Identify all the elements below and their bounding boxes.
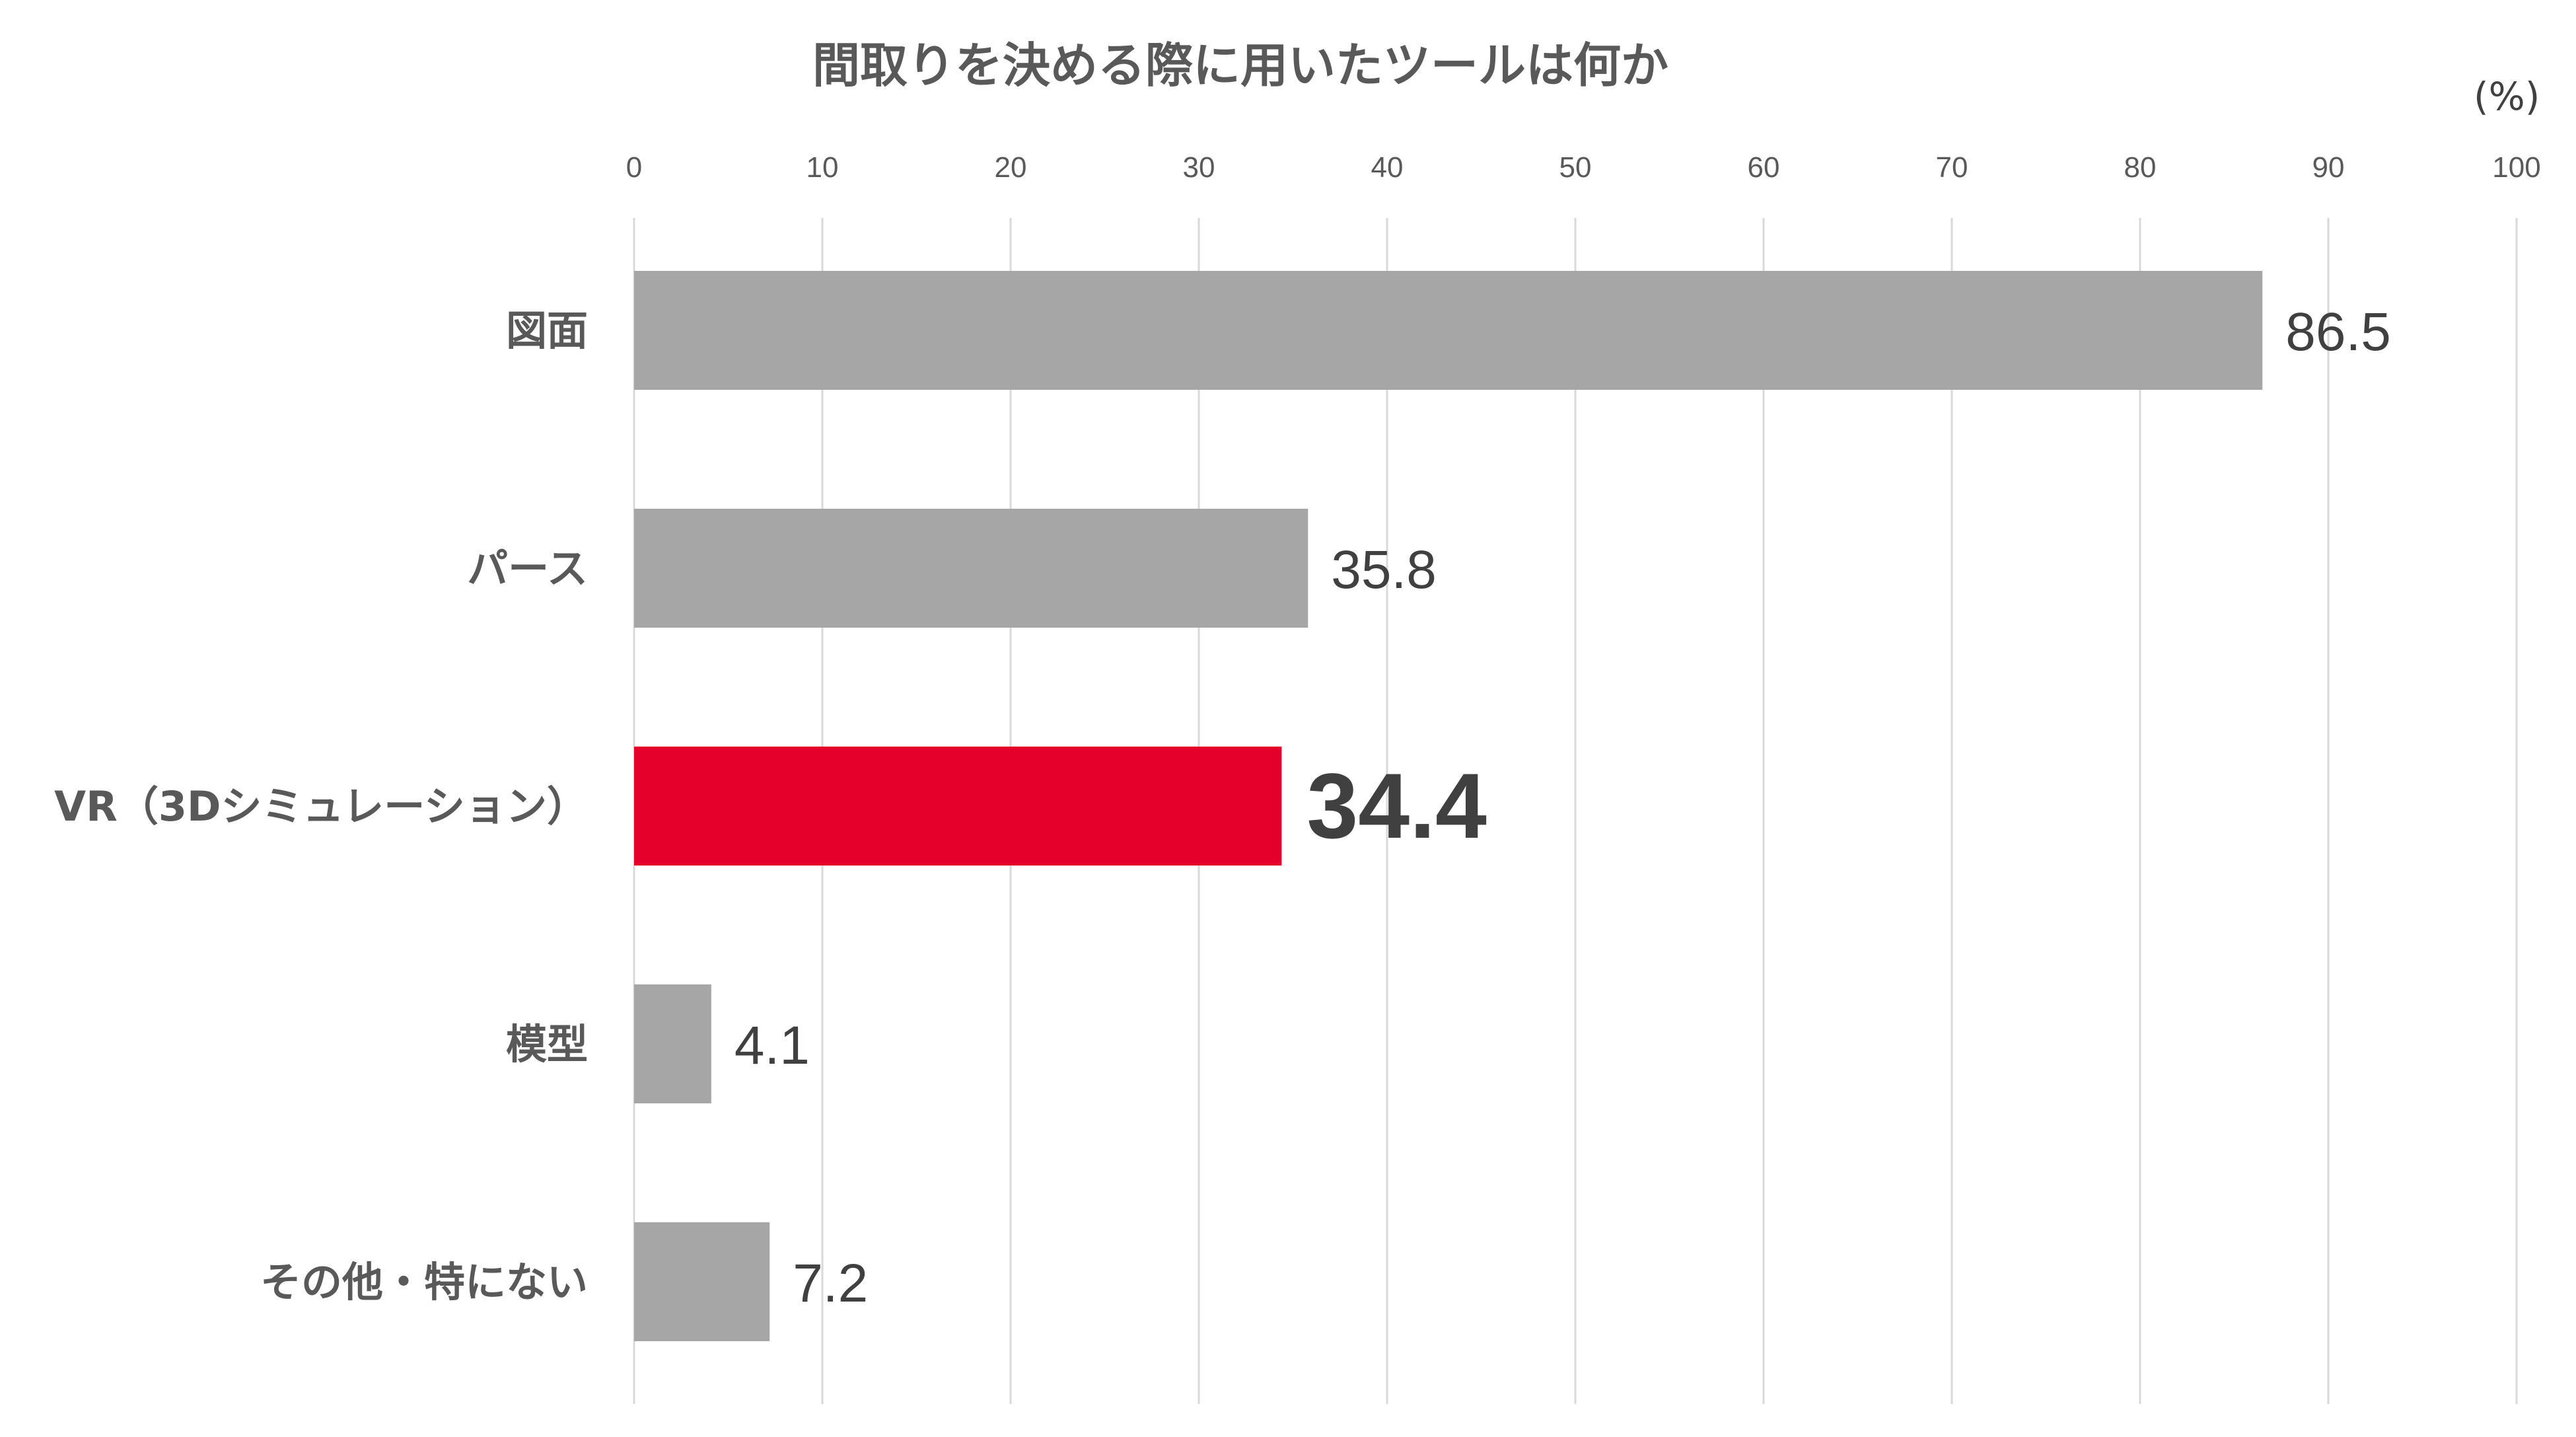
category-label: VR（3Dシミュレーション）	[54, 782, 588, 830]
data-label: 86.5	[2285, 302, 2391, 362]
category-label: 図面	[506, 307, 588, 355]
x-tick-label: 90	[2312, 151, 2345, 184]
x-tick-label: 40	[1371, 151, 1404, 184]
category-label: その他・特にない	[260, 1258, 588, 1306]
x-tick-label: 10	[806, 151, 839, 184]
x-tick-label: 50	[1559, 151, 1592, 184]
x-tick-label: 20	[995, 151, 1027, 184]
bar	[634, 271, 2263, 390]
bar	[634, 509, 1308, 628]
x-tick-label: 70	[1936, 151, 1968, 184]
x-tick-label: 100	[2492, 151, 2540, 184]
data-label: 34.4	[1306, 754, 1487, 858]
data-label: 7.2	[793, 1253, 868, 1313]
chart-title: 間取りを決める際に用いたツールは何か	[812, 38, 1669, 93]
x-tick-label: 60	[1748, 151, 1780, 184]
category-label: 模型	[506, 1020, 588, 1068]
x-tick-label: 0	[626, 151, 642, 184]
data-label: 4.1	[734, 1015, 810, 1076]
x-tick-label: 30	[1183, 151, 1215, 184]
unit-label: (%)	[2474, 74, 2540, 119]
bar	[634, 1222, 770, 1341]
bar	[634, 984, 711, 1103]
category-label: パース	[467, 544, 588, 593]
bar	[634, 747, 1282, 866]
data-label: 35.8	[1331, 540, 1437, 600]
x-tick-label: 80	[2124, 151, 2157, 184]
